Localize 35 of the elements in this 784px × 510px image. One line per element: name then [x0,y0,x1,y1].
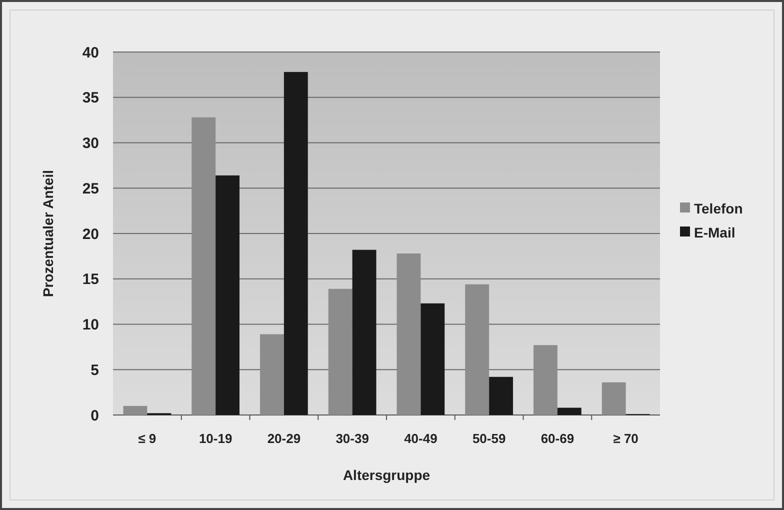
y-tick-label: 20 [82,226,99,243]
y-tick-label: 25 [82,180,99,198]
legend-label: E-Mail [694,224,736,240]
x-tick-label: 20-29 [267,431,301,446]
bar [192,117,216,415]
y-tick-label: 5 [90,362,99,379]
x-tick-label: 50-59 [472,431,506,446]
x-tick-label: 10-19 [198,431,232,446]
bar [352,250,376,415]
x-axis-title: Altersgruppe [342,467,430,483]
y-tick-label: 10 [82,316,99,334]
y-tick-label: 30 [82,135,99,152]
x-tick-label: 40-49 [404,431,438,446]
x-tick-label: 60-69 [540,431,574,446]
bar [465,284,490,415]
bar [284,72,308,415]
y-tick-label: 35 [82,90,99,107]
bar [216,175,240,415]
bar [489,376,513,415]
y-tick-label: 0 [90,407,99,424]
bar [557,408,582,415]
bar [328,288,352,415]
bar [602,382,626,415]
x-tick-label: ≤ 9 [138,431,156,446]
y-tick-label: 40 [82,44,99,62]
bar [420,303,445,415]
x-tick-label: ≥ 70 [613,431,638,446]
x-tick-label: 30-39 [336,431,369,446]
legend-label: Telefon [694,200,743,216]
bar [534,345,558,415]
bar [396,253,421,415]
y-axis-title: Prozentualer Anteil [40,170,56,298]
bar [260,334,284,415]
y-tick-label: 15 [82,271,99,288]
bar [123,406,148,415]
